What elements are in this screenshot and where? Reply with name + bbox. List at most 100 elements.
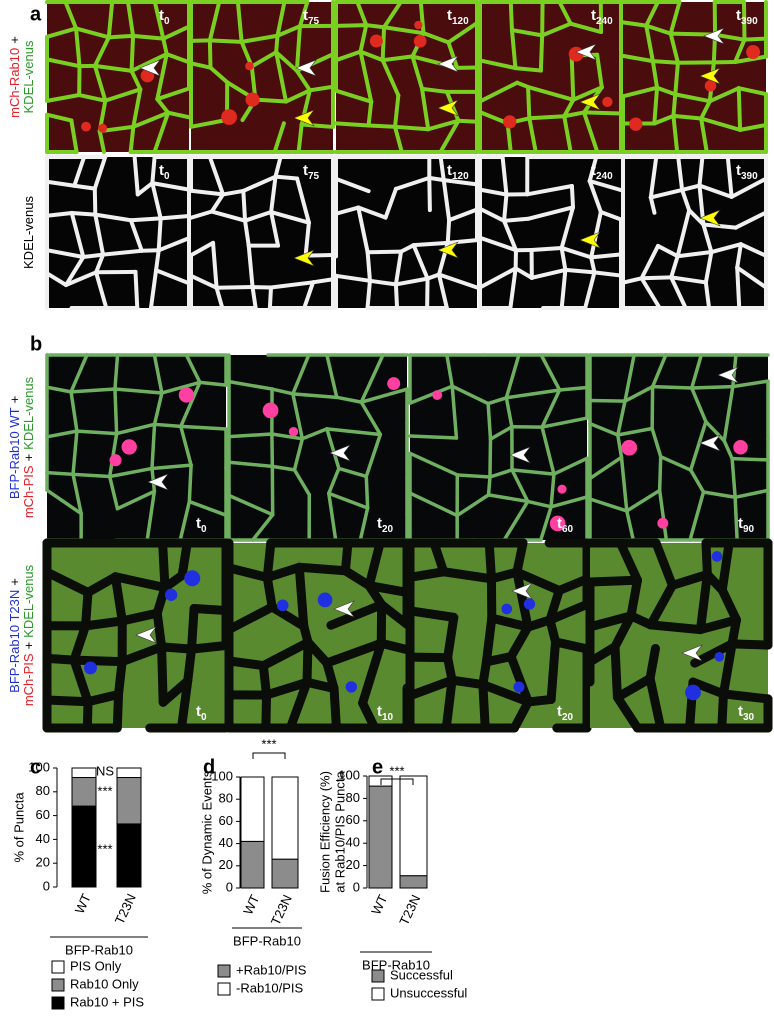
er-tubule bbox=[209, 192, 226, 214]
er-tubule bbox=[340, 566, 374, 591]
er-tubule bbox=[650, 426, 663, 459]
y-axis-label: % of Puncta bbox=[11, 792, 26, 863]
bar-segment bbox=[116, 767, 142, 779]
er-tubule bbox=[486, 401, 493, 441]
er-tubule bbox=[729, 176, 768, 199]
er-tubule bbox=[337, 466, 369, 479]
er-tubule bbox=[699, 116, 743, 132]
legend-swatch bbox=[371, 987, 385, 1001]
er-tubule bbox=[688, 419, 708, 472]
micrograph bbox=[621, 0, 768, 154]
time-sub: 240 bbox=[596, 171, 613, 182]
er-tubule bbox=[92, 63, 108, 103]
er-tubule bbox=[340, 538, 353, 576]
er-tubule bbox=[450, 384, 490, 406]
puncta bbox=[369, 34, 383, 48]
er-tubule bbox=[393, 124, 431, 132]
bar-segment bbox=[368, 785, 393, 889]
er-tubule bbox=[93, 212, 133, 223]
row-label-part: + bbox=[7, 396, 22, 404]
er-tubule bbox=[506, 652, 533, 707]
panel-label: e bbox=[372, 756, 383, 778]
er-tubule bbox=[587, 178, 603, 214]
puncta bbox=[746, 45, 761, 59]
er-tubule bbox=[128, 216, 163, 223]
er-tubule bbox=[274, 50, 288, 104]
y-tick-label: 100 bbox=[28, 759, 50, 774]
time-label: t240 bbox=[591, 7, 613, 27]
annotation: *** bbox=[97, 783, 112, 798]
er-tubule bbox=[704, 419, 726, 443]
er-tubule bbox=[717, 585, 741, 625]
er-tubule bbox=[688, 677, 728, 699]
row-label: mCh-PIS + KDEL-venus bbox=[21, 564, 36, 706]
er-tubule bbox=[592, 270, 623, 278]
y-tick-label: 20 bbox=[36, 855, 50, 870]
er-tubule bbox=[699, 116, 709, 154]
er-tubule bbox=[69, 387, 117, 394]
time-label: t120 bbox=[447, 7, 469, 27]
micrograph bbox=[334, 0, 479, 154]
er-tubule bbox=[588, 455, 624, 481]
micrograph bbox=[227, 353, 409, 542]
er-tubule bbox=[652, 85, 660, 126]
x-tick-label: T23N bbox=[112, 891, 139, 926]
er-tubule bbox=[688, 468, 706, 494]
er-tubule bbox=[393, 175, 432, 191]
er-tubule bbox=[227, 379, 274, 391]
er-tubule bbox=[699, 99, 712, 121]
time-label: t0 bbox=[159, 7, 170, 27]
time-base: t bbox=[196, 703, 201, 720]
row-label: KDEL-venus bbox=[21, 40, 36, 113]
er-tubule bbox=[296, 122, 304, 154]
er-tubule bbox=[93, 212, 106, 257]
er-tubule bbox=[502, 216, 531, 223]
micrograph bbox=[334, 155, 479, 310]
arrowhead bbox=[681, 644, 703, 662]
er-tubule bbox=[588, 497, 629, 513]
er-tubule bbox=[128, 218, 144, 253]
puncta bbox=[98, 123, 108, 133]
time-base: t bbox=[557, 703, 562, 720]
er-tubule bbox=[300, 427, 329, 441]
er-tubule bbox=[510, 468, 530, 504]
er-tubule bbox=[455, 493, 491, 518]
er-tubule bbox=[92, 63, 134, 73]
er-tubule bbox=[208, 65, 230, 85]
er-tubule bbox=[224, 563, 272, 583]
er-tubule bbox=[500, 155, 509, 197]
arrowhead bbox=[699, 434, 721, 452]
er-tubule bbox=[295, 176, 311, 225]
puncta bbox=[714, 652, 725, 662]
er-tubule bbox=[585, 575, 642, 587]
time-base: t bbox=[447, 7, 452, 24]
er-tubule bbox=[441, 178, 479, 187]
er-tubule bbox=[224, 656, 268, 671]
arrowhead bbox=[717, 366, 739, 384]
er-tubule bbox=[504, 396, 514, 429]
er-tubule bbox=[129, 52, 169, 73]
er-tubule bbox=[526, 85, 532, 121]
legend-label: Successful bbox=[390, 967, 453, 982]
er-tubule bbox=[69, 118, 79, 154]
er-tubule bbox=[508, 0, 514, 33]
er-tubule bbox=[358, 23, 369, 54]
puncta bbox=[704, 80, 717, 92]
puncta bbox=[121, 439, 137, 455]
er-tubule bbox=[152, 391, 164, 427]
er-tubule bbox=[359, 387, 409, 404]
er-tubule bbox=[478, 235, 518, 253]
er-tubule bbox=[418, 0, 426, 36]
er-tubule bbox=[155, 52, 169, 102]
er-tubule bbox=[364, 474, 370, 510]
er-tubule bbox=[486, 396, 509, 406]
er-tubule bbox=[688, 490, 706, 542]
er-tubule bbox=[426, 118, 461, 132]
er-tubule bbox=[152, 608, 167, 652]
er-tubule bbox=[562, 110, 587, 119]
er-tubule bbox=[187, 463, 193, 504]
time-base: t bbox=[591, 7, 596, 24]
er-tubule bbox=[178, 499, 192, 542]
er-tubule bbox=[156, 216, 163, 253]
er-tubule bbox=[588, 421, 620, 437]
